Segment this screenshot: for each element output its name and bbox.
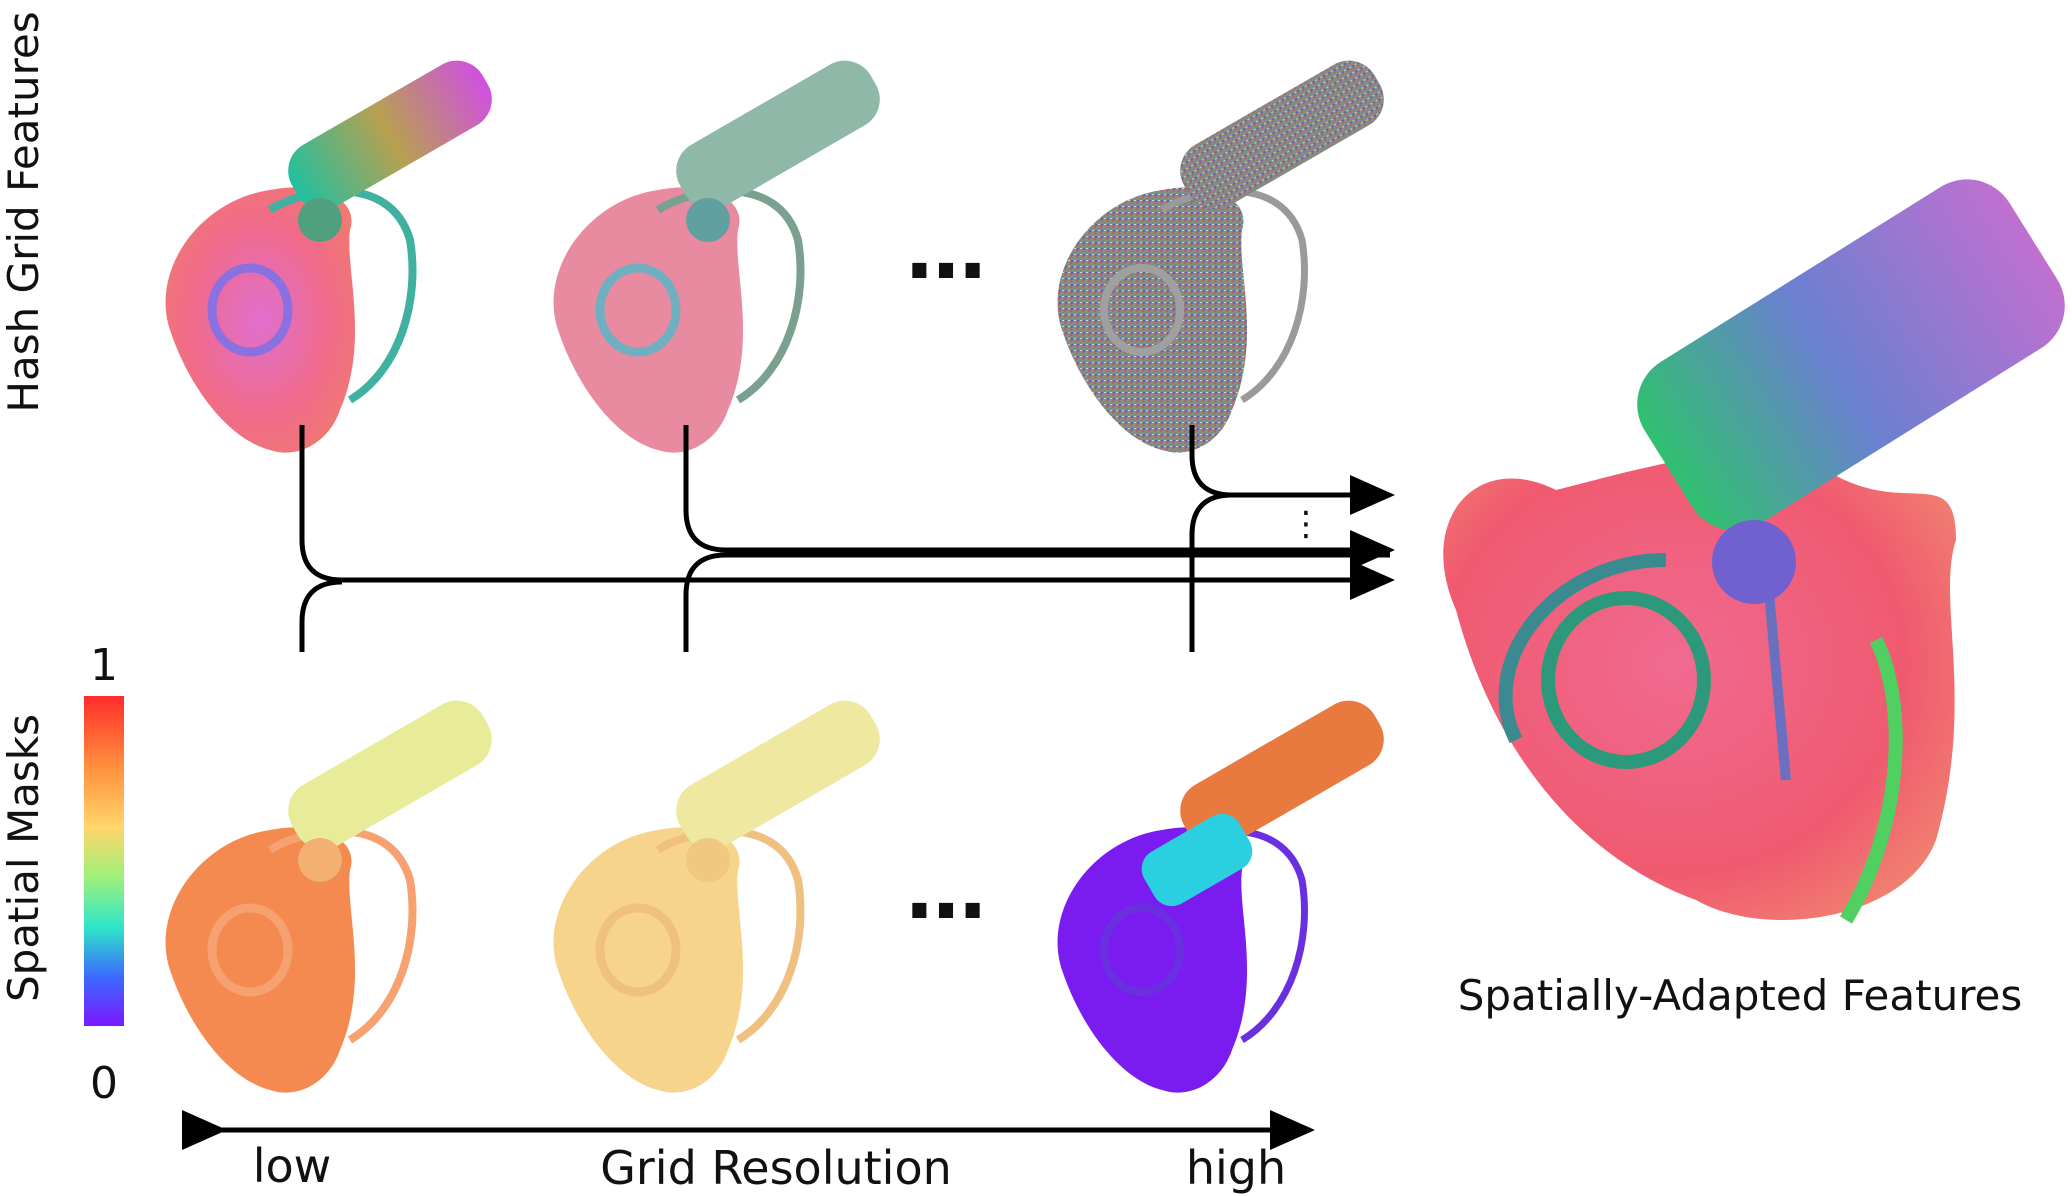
feature-render-low bbox=[165, 60, 492, 453]
ellipsis-bottom: … bbox=[906, 844, 986, 937]
row-label-spatial-masks: Spatial Masks bbox=[0, 714, 48, 1002]
axis-label-grid-resolution: Grid Resolution bbox=[600, 1141, 952, 1195]
vertical-ellipsis: ⋮ bbox=[1289, 504, 1323, 544]
colorbar-max-label: 1 bbox=[90, 640, 118, 691]
mask-render-low bbox=[165, 700, 492, 1093]
feature-render-mid bbox=[553, 60, 880, 453]
connector-lines bbox=[299, 425, 1395, 652]
axis-label-low: low bbox=[253, 1139, 332, 1193]
colorbar-min-label: 0 bbox=[90, 1058, 118, 1109]
mask-render-high bbox=[1057, 700, 1384, 1093]
output-render bbox=[1443, 179, 2065, 924]
axis-label-high: high bbox=[1186, 1141, 1286, 1195]
output-label: Spatially-Adapted Features bbox=[1458, 971, 2023, 1020]
row-label-hash-grid-features: Hash Grid Features bbox=[0, 11, 48, 412]
feature-render-high bbox=[1057, 60, 1384, 453]
colorbar bbox=[84, 696, 124, 1026]
mask-render-mid bbox=[553, 700, 880, 1093]
ellipsis-top: … bbox=[906, 204, 986, 297]
